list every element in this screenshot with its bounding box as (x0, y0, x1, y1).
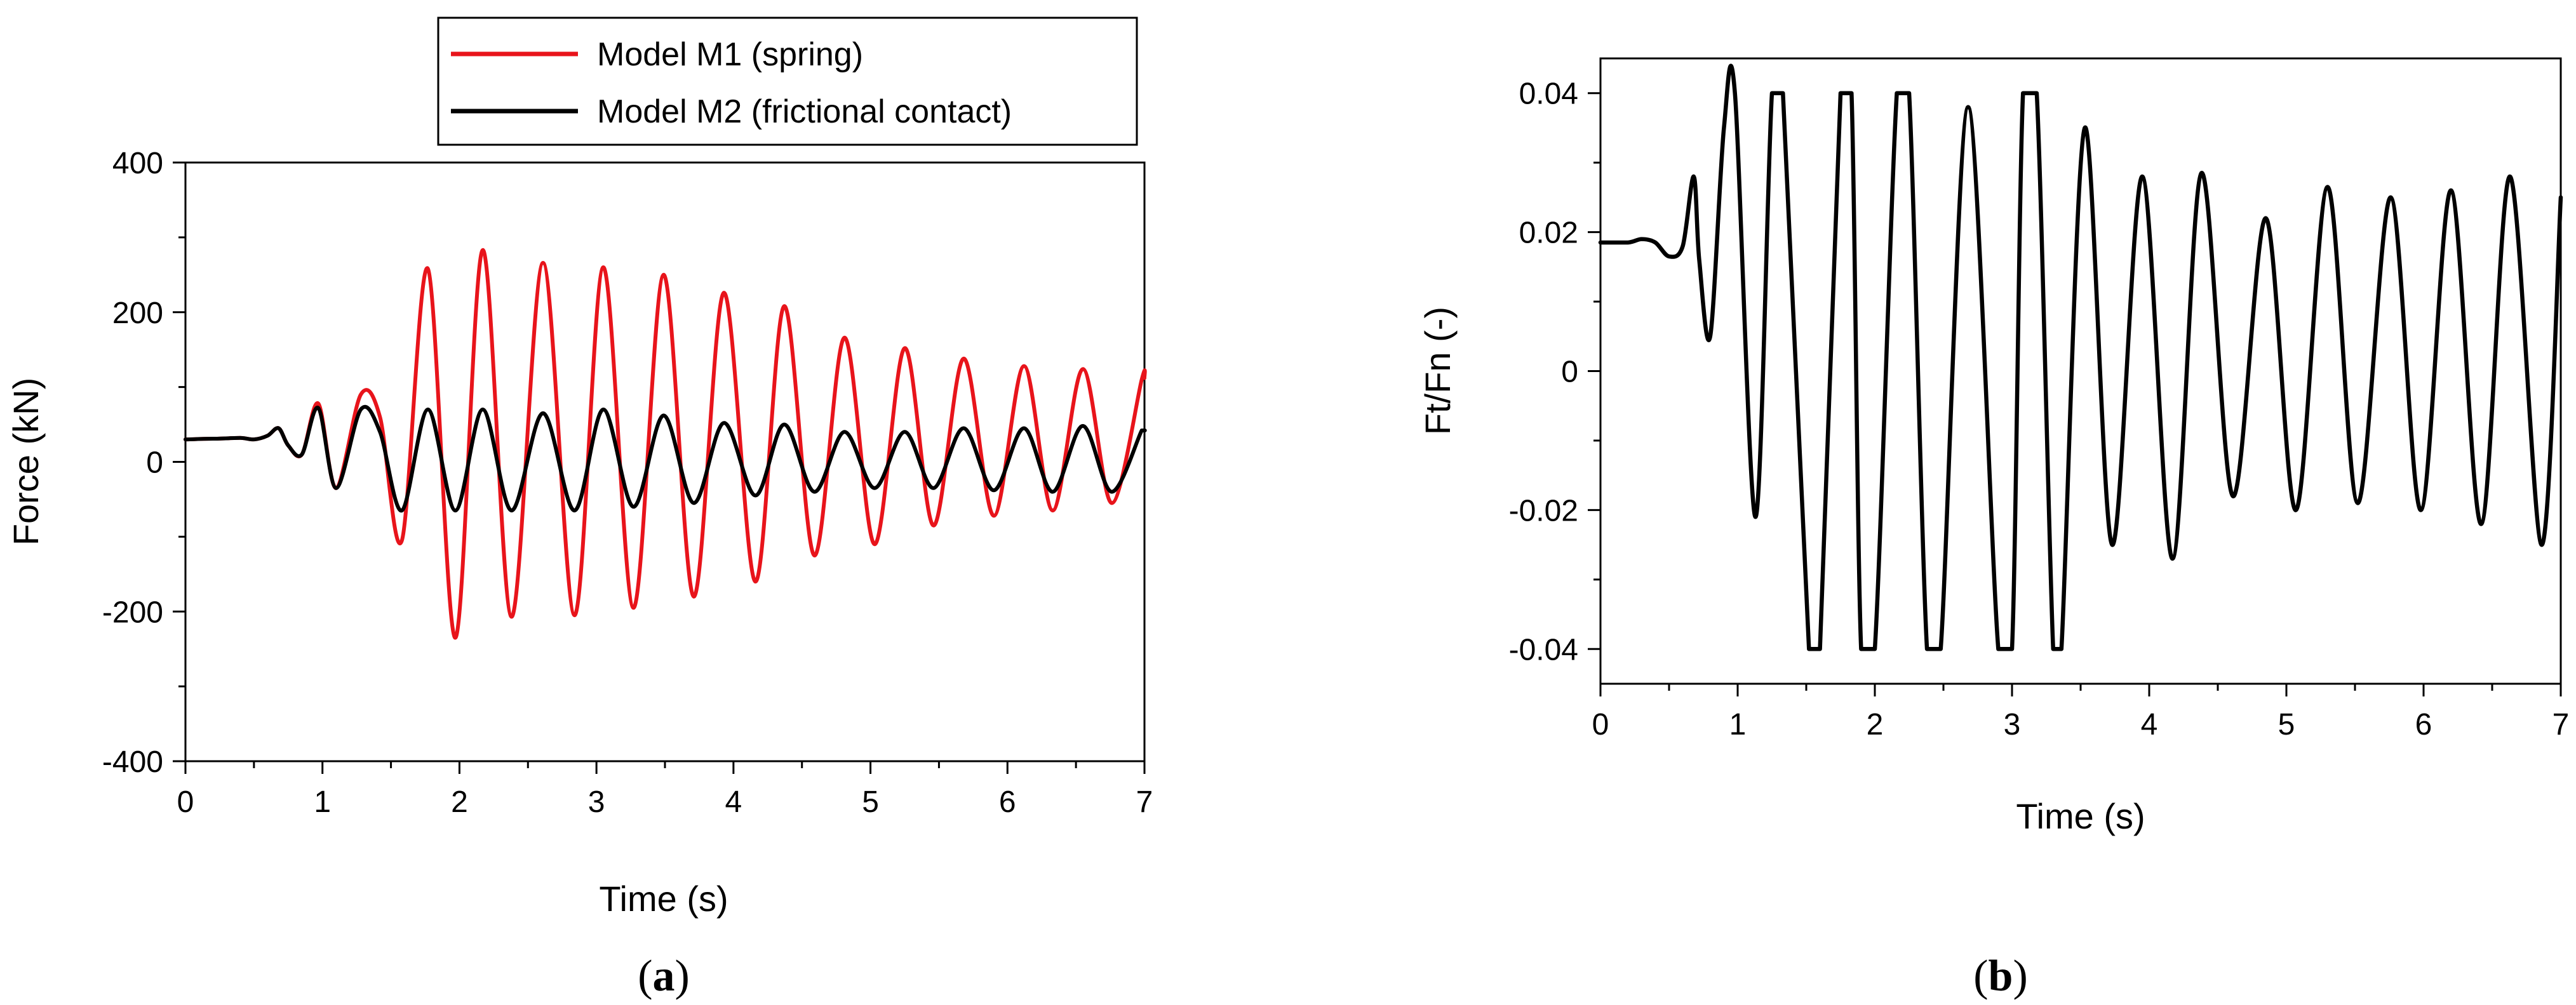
x-tick-label: 4 (2141, 708, 2158, 742)
y-axis-label-b: Ft/Fn (-) (1418, 307, 1458, 435)
axis-ticks-b: 0 1 2 3 4 5 6 7 -0.04 -0.02 0 0.02 0.04 (1509, 77, 2570, 742)
y-tick-label: 0 (146, 446, 163, 480)
panel-b: 0 1 2 3 4 5 6 7 -0.04 -0.02 0 0.02 0.04 Time (s) Ft/… (1418, 57, 2570, 1001)
legend-label-m2: Model M2 (frictional contact) (597, 93, 1012, 130)
legend: Model M1 (spring) Model M2 (frictional c… (437, 17, 1138, 146)
x-tick-label: 5 (2278, 708, 2295, 742)
x-tick-label: 1 (314, 785, 331, 819)
series-line-model-m1-spring (184, 248, 1147, 640)
x-tick-label: 2 (451, 785, 468, 819)
x-tick-label: 1 (1729, 708, 1747, 742)
x-tick-label: 5 (862, 785, 879, 819)
y-tick-label: 400 (112, 147, 163, 180)
series-line-ft-fn-ratio (1598, 63, 2563, 651)
x-tick-label: 7 (2553, 708, 2570, 742)
y-tick-label: 0.02 (1519, 216, 1578, 250)
x-tick-label: 6 (999, 785, 1016, 819)
x-axis-label-a: Time (s) (599, 879, 728, 919)
y-tick-label: 0 (1561, 356, 1578, 389)
x-tick-label: 7 (1136, 785, 1153, 819)
y-tick-label: -0.02 (1509, 494, 1578, 528)
y-tick-label: -400 (102, 745, 163, 779)
x-tick-label: 4 (725, 785, 742, 819)
x-axis-label-b: Time (s) (2016, 796, 2145, 836)
legend-box (437, 17, 1138, 146)
x-tick-label: 0 (177, 785, 194, 819)
panel-label-a: (a) (638, 952, 690, 1001)
y-tick-label: 200 (112, 296, 163, 330)
panel-label-b: (b) (1973, 952, 2028, 1001)
y-tick-label: 0.04 (1519, 77, 1578, 111)
x-tick-label: 0 (1592, 708, 1609, 742)
panel-a: 0 1 2 3 4 5 6 7 -400 -200 0 200 400 Time (s) Force (… (6, 17, 1153, 1001)
series-group-a (184, 248, 1147, 640)
x-tick-label: 6 (2415, 708, 2432, 742)
series-group-b (1598, 63, 2563, 651)
x-tick-label: 3 (2004, 708, 2021, 742)
y-tick-label: -200 (102, 596, 163, 629)
legend-label-m1: Model M1 (spring) (597, 36, 863, 73)
x-tick-label: 2 (1867, 708, 1884, 742)
y-axis-label-a: Force (kN) (6, 378, 46, 545)
x-tick-label: 3 (588, 785, 605, 819)
y-tick-label: -0.04 (1509, 633, 1578, 667)
axis-ticks-a: 0 1 2 3 4 5 6 7 -400 -200 0 200 400 (102, 147, 1153, 819)
series-line-model-m2-frictional-contact (184, 404, 1147, 513)
